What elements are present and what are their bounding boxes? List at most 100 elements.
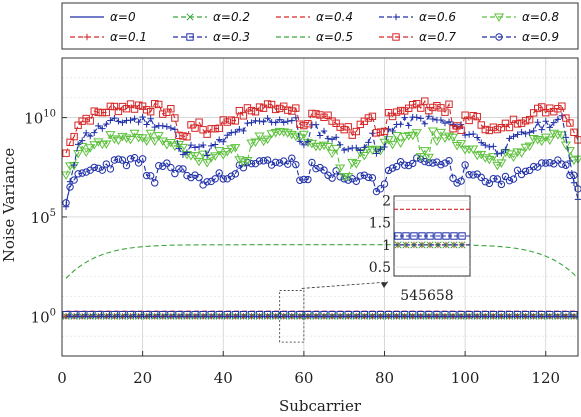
data-point <box>347 158 358 168</box>
data-point <box>272 119 279 126</box>
data-point <box>300 175 308 184</box>
data-point <box>517 119 526 127</box>
data-point <box>570 171 578 179</box>
data-point <box>102 108 111 117</box>
data-point <box>542 159 550 167</box>
zoom-arrowhead <box>381 282 388 288</box>
data-point <box>322 143 334 152</box>
data-point <box>443 132 455 142</box>
data-point <box>510 133 517 140</box>
data-point <box>345 145 352 153</box>
inset-point <box>442 232 450 240</box>
data-point <box>431 137 442 146</box>
data-point <box>427 127 438 137</box>
data-point <box>481 178 489 186</box>
inset-point <box>434 232 442 240</box>
data-point <box>155 161 163 170</box>
data-point <box>91 129 98 136</box>
data-point <box>89 141 100 150</box>
data-point <box>540 133 551 143</box>
data-point <box>554 156 562 164</box>
data-point <box>214 147 225 156</box>
data-point <box>107 117 114 124</box>
data-point <box>191 171 199 179</box>
data-point <box>294 134 305 143</box>
data-point <box>271 105 280 114</box>
data-point <box>109 135 120 144</box>
data-point <box>419 147 430 156</box>
data-point <box>469 130 477 138</box>
data-point <box>532 135 543 145</box>
data-point <box>437 161 445 169</box>
plot-background <box>62 58 578 356</box>
data-point <box>117 132 128 142</box>
data-point <box>151 123 158 131</box>
data-point <box>474 134 481 141</box>
data-point <box>538 159 546 167</box>
data-point <box>433 102 441 110</box>
inset-y-tick-label: 2 <box>382 193 391 209</box>
data-point <box>90 163 98 172</box>
data-point <box>175 165 183 173</box>
data-point <box>368 112 377 121</box>
data-point <box>223 175 231 183</box>
data-point <box>381 143 388 151</box>
data-point <box>235 106 244 115</box>
data-point <box>353 144 360 152</box>
data-point <box>81 148 92 157</box>
data-point <box>239 112 248 120</box>
data-point <box>518 128 525 136</box>
data-point <box>94 164 102 172</box>
data-point <box>238 158 249 167</box>
data-point <box>336 141 344 148</box>
data-point <box>441 119 449 127</box>
data-point <box>409 101 417 109</box>
data-point <box>129 129 140 139</box>
inset-point <box>458 232 466 240</box>
data-point <box>473 112 481 121</box>
legend: α=0 α=0.2 α=0.4 α=0.6 α=0.8 α=0.1 α=0.3 α=0.5 α=… <box>61 2 579 50</box>
data-point <box>425 158 433 167</box>
data-point <box>318 141 330 151</box>
data-point <box>388 164 397 172</box>
legend-entry: α=0.2 <box>173 10 250 24</box>
data-point <box>227 172 236 180</box>
data-point <box>352 177 360 185</box>
data-point <box>95 122 102 130</box>
data-point <box>493 175 502 183</box>
data-point <box>171 114 179 122</box>
axis-labels: Subcarrier Noise Variance <box>0 148 362 415</box>
data-point <box>228 129 235 136</box>
data-point <box>413 100 421 108</box>
data-point <box>376 185 385 193</box>
data-point <box>351 160 362 169</box>
data-point <box>493 125 502 134</box>
data-point <box>437 104 445 112</box>
data-point <box>121 134 132 144</box>
data-point <box>167 124 175 132</box>
data-point <box>231 170 240 178</box>
data-point <box>320 113 328 122</box>
zoom-box <box>279 290 305 343</box>
data-point <box>127 117 134 124</box>
data-point <box>380 127 389 136</box>
data-point <box>161 141 172 150</box>
data-point <box>508 153 519 163</box>
data-point <box>445 100 453 108</box>
data-point <box>384 109 393 117</box>
data-point <box>380 180 389 188</box>
data-point <box>110 156 119 164</box>
data-point <box>550 119 558 126</box>
x-tick-label: 20 <box>133 369 152 387</box>
data-point <box>114 155 123 163</box>
data-point <box>417 115 424 122</box>
data-point <box>198 150 209 160</box>
data-point <box>296 176 304 184</box>
data-point <box>308 109 316 118</box>
legend-entry: α=0.6 <box>379 10 456 24</box>
data-point <box>489 123 498 131</box>
data-point <box>335 164 346 173</box>
data-point <box>492 161 503 171</box>
data-point <box>191 124 199 132</box>
data-point <box>379 138 390 148</box>
